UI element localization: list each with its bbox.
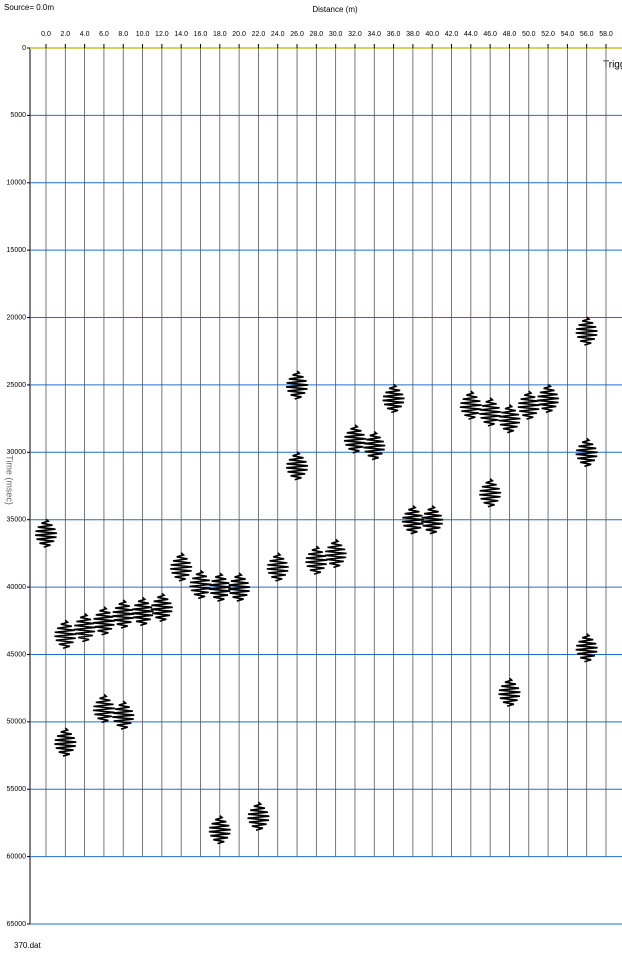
y-tick-label: 40000 [7, 584, 27, 591]
source-label: Source= 0.0m [4, 3, 54, 12]
file-label: 370.dat [14, 941, 41, 950]
wave-burst [286, 370, 309, 400]
wave-burst [92, 693, 115, 724]
wave-burst [459, 390, 482, 420]
x-tick-label: 38.0 [406, 31, 420, 38]
x-tick-label: 10.0 [136, 31, 150, 38]
x-tick-label: 36.0 [387, 31, 401, 38]
x-tick-label: 52.0 [541, 31, 555, 38]
y-tick-label: 60000 [7, 853, 27, 860]
x-tick-label: 22.0 [252, 31, 266, 38]
wave-burst [479, 397, 502, 427]
x-tick-label: 32.0 [348, 31, 362, 38]
x-tick-label: 46.0 [483, 31, 497, 38]
x-tick-label: 24.0 [271, 31, 285, 38]
wave-burst [537, 383, 560, 414]
x-tick-label: 14.0 [174, 31, 188, 38]
x-tick-label: 20.0 [232, 31, 246, 38]
y-tick-label: 15000 [7, 247, 27, 254]
x-tick-label: 50.0 [522, 31, 536, 38]
wave-burst [363, 430, 386, 461]
y-tick-label: 30000 [7, 449, 27, 456]
y-tick-label: 10000 [7, 180, 27, 187]
wave-burst [479, 478, 502, 508]
x-tick-label: 18.0 [213, 31, 227, 38]
wave-burst [382, 383, 405, 414]
x-tick-label: 34.0 [367, 31, 381, 38]
wave-burst [54, 727, 77, 757]
wave-burst [247, 801, 270, 831]
wave-burst [343, 424, 366, 454]
y-tick-label: 45000 [7, 651, 27, 658]
y-tick-label: 50000 [7, 719, 27, 726]
x-tick-label: 42.0 [445, 31, 459, 38]
trigger-label: Trigge [603, 60, 622, 71]
x-axis-title: Distance (m) [312, 5, 358, 14]
x-tick-label: 2.0 [60, 31, 70, 38]
wave-burst [228, 572, 251, 602]
wave-burst [208, 572, 231, 602]
x-tick-label: 6.0 [99, 31, 109, 38]
x-tick-label: 30.0 [329, 31, 343, 38]
wave-burst [498, 404, 521, 434]
x-tick-label: 8.0 [118, 31, 128, 38]
y-tick-label: 20000 [7, 314, 27, 321]
wave-burst [150, 592, 173, 623]
wave-burst [131, 596, 154, 627]
wave-burst [575, 633, 598, 663]
wave-burst [324, 538, 347, 569]
x-tick-label: 58.0 [599, 31, 613, 38]
wave-burst [498, 677, 521, 707]
wave-burst [266, 552, 289, 582]
wave-burst [286, 451, 309, 481]
x-tick-label: 48.0 [503, 31, 517, 38]
x-tick-label: 28.0 [310, 31, 324, 38]
y-axis-title: Time (msec) [5, 455, 15, 505]
x-tick-label: 44.0 [464, 31, 478, 38]
wave-burst [575, 316, 598, 346]
x-tick-label: 56.0 [580, 31, 594, 38]
x-tick-label: 26.0 [290, 31, 304, 38]
y-tick-label: 5000 [10, 112, 26, 119]
x-tick-label: 54.0 [561, 31, 575, 38]
wave-burst [35, 518, 57, 548]
wave-burst [170, 552, 193, 582]
x-tick-label: 16.0 [194, 31, 208, 38]
wave-burst [112, 700, 135, 730]
wave-burst [421, 505, 444, 535]
wave-burst [208, 815, 231, 845]
y-tick-label: 65000 [7, 921, 27, 928]
wave-burst [401, 505, 424, 535]
wave-burst [575, 437, 598, 468]
y-tick-label: 0 [22, 45, 26, 52]
x-tick-label: 40.0 [425, 31, 439, 38]
y-tick-label: 35000 [7, 517, 27, 524]
x-tick-label: 4.0 [80, 31, 90, 38]
x-tick-label: 12.0 [155, 31, 169, 38]
y-tick-label: 25000 [7, 382, 27, 389]
y-tick-label: 55000 [7, 786, 27, 793]
x-tick-label: 0.0 [41, 31, 51, 38]
